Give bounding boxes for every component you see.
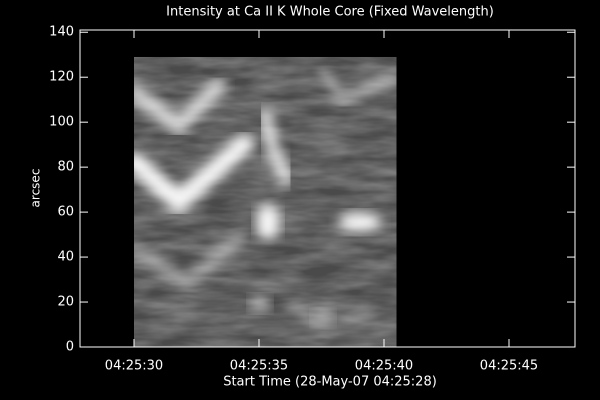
y-tick-label: 60: [57, 205, 74, 220]
texture-band: [258, 107, 294, 186]
plot-frame: [79, 29, 576, 348]
x-tick-label: 04:25:40: [355, 359, 413, 374]
y-tick-label: 100: [49, 115, 74, 130]
x-axis-label: Start Time (28-May-07 04:25:28): [223, 375, 437, 390]
y-tick-label: 80: [57, 160, 74, 175]
y-tick-label: 0: [66, 340, 74, 355]
texture-band: [134, 230, 245, 291]
x-tick-label: 04:25:30: [105, 359, 163, 374]
y-tick-label: 140: [49, 25, 74, 40]
y-axis-label: arcsec: [29, 169, 43, 208]
texture-blob: [313, 309, 333, 326]
y-tick-label: 120: [49, 70, 74, 85]
texture-band: [318, 66, 397, 107]
y-tick-label: 40: [57, 250, 74, 265]
texture-band: [134, 77, 226, 138]
chart-title: Intensity at Ca II K Whole Core (Fixed W…: [166, 5, 494, 20]
texture-band: [286, 298, 376, 339]
x-tick-label: 04:25:45: [480, 359, 538, 374]
texture-blob: [250, 295, 270, 312]
image-texture: [134, 56, 397, 347]
x-tick-label: 04:25:35: [230, 359, 288, 374]
texture-blob: [255, 204, 280, 241]
texture-band: [134, 133, 255, 216]
y-tick-label: 20: [57, 295, 74, 310]
texture-blob: [337, 212, 382, 233]
